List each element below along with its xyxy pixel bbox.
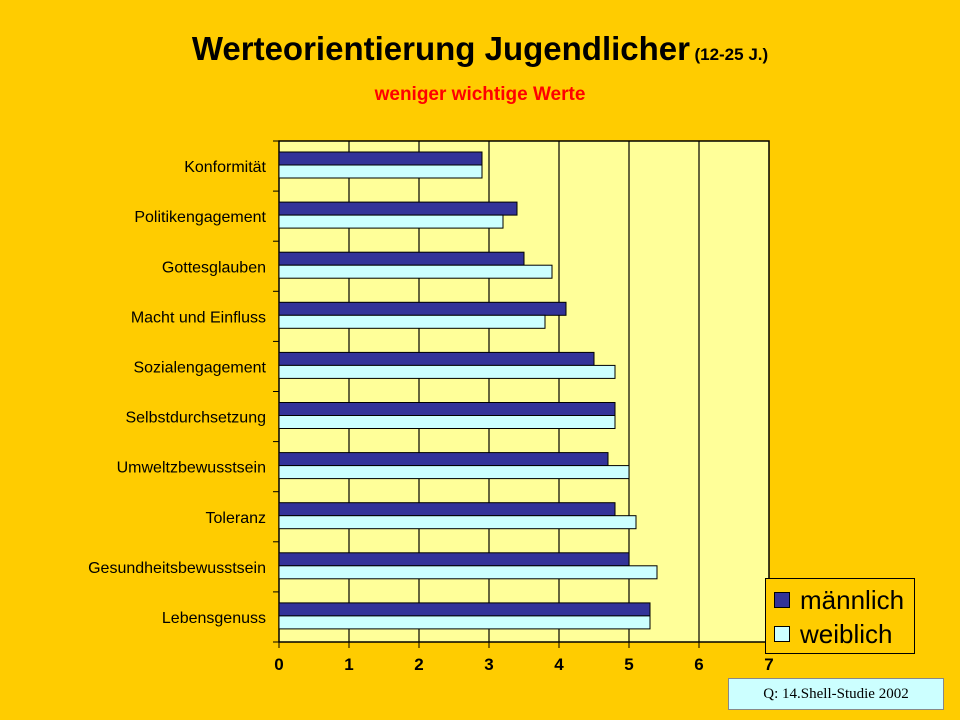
legend-item-maennlich: männlich: [774, 585, 904, 615]
chart-legend: männlich weiblich: [765, 578, 915, 654]
bar-weiblich: [278, 214, 504, 229]
bar-weiblich: [278, 565, 658, 580]
bar-weiblich: [278, 415, 616, 429]
category-label: Sozialengagement: [133, 359, 266, 376]
bar-weiblich: [278, 314, 546, 329]
category-label: Toleranz: [206, 510, 266, 527]
category-label: Politikengagement: [134, 209, 266, 226]
bar-maennlich: [278, 351, 595, 366]
bar-maennlich: [278, 552, 630, 567]
bar-weiblich: [278, 264, 553, 279]
bar-weiblich: [278, 164, 483, 179]
bar-weiblich: [278, 515, 637, 530]
category-label: Konformität: [184, 159, 266, 176]
x-tick-label: 1: [344, 655, 353, 674]
legend-label-weiblich: weiblich: [800, 618, 893, 649]
x-tick-label: 5: [624, 655, 633, 674]
bar-maennlich: [278, 452, 609, 467]
bar-maennlich: [278, 502, 616, 517]
category-label: Gottesglauben: [162, 259, 266, 276]
bar-maennlich: [278, 402, 616, 416]
bar-maennlich: [278, 251, 525, 266]
x-tick-label: 6: [694, 655, 703, 674]
chart-title-suffix: (12-25 J.): [694, 45, 769, 64]
bar-weiblich: [278, 364, 616, 379]
category-label: Umweltzbewusstsein: [117, 460, 266, 477]
bar-maennlich: [278, 151, 483, 166]
chart-subtitle: weniger wichtige Werte: [374, 84, 586, 105]
legend-swatch-maennlich: [774, 592, 790, 608]
chart-title-main: Werteorientierung Jugendlicher: [191, 30, 690, 67]
x-tick-label: 0: [274, 655, 283, 674]
legend-swatch-weiblich: [774, 626, 790, 642]
category-label: Selbstdurchsetzung: [125, 410, 266, 427]
bar-weiblich: [278, 615, 651, 630]
x-tick-label: 3: [484, 655, 493, 674]
legend-item-weiblich: weiblich: [774, 619, 893, 649]
x-tick-label: 7: [764, 655, 773, 674]
x-tick-label: 2: [414, 655, 423, 674]
category-label: Gesundheitsbewusstsein: [88, 560, 266, 577]
source-note: Q: 14.Shell-Studie 2002: [728, 678, 944, 710]
category-label: Macht und Einfluss: [131, 309, 266, 326]
x-tick-label: 4: [554, 655, 564, 674]
bar-maennlich: [278, 301, 567, 316]
bar-maennlich: [278, 201, 518, 216]
legend-label-maennlich: männlich: [800, 584, 905, 615]
bar-maennlich: [278, 602, 651, 617]
category-label: Lebensgenuss: [162, 610, 266, 627]
chart-title: Werteorientierung Jugendlicher (12-25 J.…: [0, 30, 960, 68]
bar-weiblich: [278, 465, 630, 480]
